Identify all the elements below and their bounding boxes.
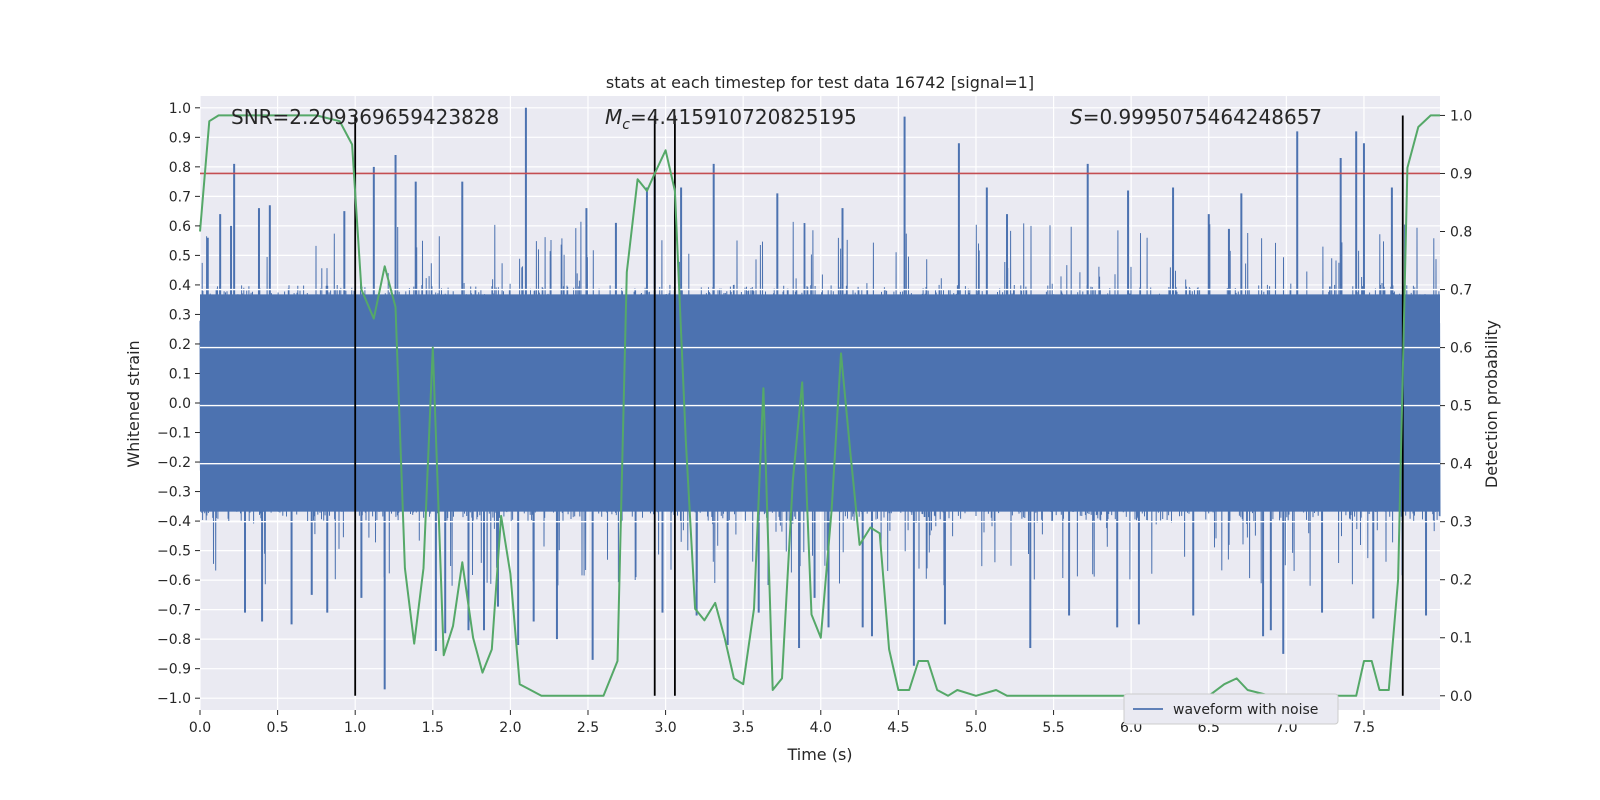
- x-tick-label: 2.0: [499, 720, 521, 736]
- y-tick-label: 0.2: [169, 337, 191, 353]
- x-axis-label: Time (s): [786, 745, 852, 764]
- y-tick-label: 0.8: [169, 160, 191, 176]
- y-tick-label: −0.8: [157, 632, 191, 648]
- y-tick-label: 0.1: [169, 366, 191, 382]
- y-tick-label: −1.0: [157, 691, 191, 707]
- y-axis-label: Whitened strain: [124, 340, 143, 467]
- y-tick-label: −0.1: [157, 426, 191, 442]
- x-tick-label: 0.0: [189, 720, 211, 736]
- y-tick-label: −0.9: [157, 662, 191, 678]
- probability-line: [199, 114, 1440, 697]
- y-tick-label: 0.9: [169, 130, 191, 146]
- y2-tick-label: 0.0: [1450, 689, 1472, 705]
- x-tick-label: 3.5: [732, 720, 754, 736]
- y-tick-label: 0.5: [169, 248, 191, 264]
- y-tick-label: −0.4: [157, 514, 191, 530]
- x-tick-label: 1.5: [422, 720, 444, 736]
- s-value: =0.9995075464248657: [1083, 105, 1322, 129]
- chirp-mass-symbol: M: [605, 105, 622, 129]
- waveform-band: [200, 294, 1440, 512]
- y2-tick-label: 0.5: [1450, 399, 1472, 415]
- y-tick-label: −0.5: [157, 544, 191, 560]
- y-tick-label: −0.6: [157, 573, 191, 589]
- y-tick-label: 0.3: [169, 307, 191, 323]
- chirp-mass-stat: Mc=4.415910720825195: [605, 105, 857, 133]
- y-tick-label: −0.7: [157, 603, 191, 619]
- y2-tick-label: 0.7: [1450, 283, 1472, 299]
- y2-tick-label: 0.6: [1450, 341, 1472, 357]
- s-symbol: S: [1070, 105, 1083, 129]
- s-stat: S=0.9995075464248657: [1070, 105, 1322, 129]
- legend-label: waveform with noise: [1173, 702, 1318, 718]
- x-tick-label: 1.0: [344, 720, 366, 736]
- y-tick-label: 0.6: [169, 219, 191, 235]
- y2-axis-ticks: 1.0 0.9 0.8 0.7 0.6 0.5 0.4 0.3 0.2 0.1 0.0: [1440, 108, 1472, 705]
- legend: waveform with noise: [1123, 693, 1339, 725]
- x-tick-label: 3.0: [654, 720, 676, 736]
- snr-stat: SNR=2.209369659423828: [231, 105, 499, 129]
- x-tick-label: 7.5: [1353, 720, 1375, 736]
- x-tick-label: 2.5: [577, 720, 599, 736]
- chirp-mass-subscript: c: [622, 117, 630, 133]
- y2-tick-label: 0.8: [1450, 225, 1472, 241]
- x-tick-label: 4.0: [810, 720, 832, 736]
- y-axis-ticks: 1.0 0.9 0.8 0.7 0.6 0.5 0.4 0.3 0.2 0.1 0.0 −0.1 −0.…: [157, 101, 200, 707]
- y-tick-label: 0.4: [169, 278, 191, 294]
- detection-probability-series: [199, 114, 1440, 697]
- waveform-series: [199, 107, 1441, 690]
- y2-tick-label: 0.4: [1450, 457, 1472, 473]
- y-tick-label: −0.2: [157, 455, 191, 471]
- y2-tick-label: 0.9: [1450, 166, 1472, 182]
- y-tick-label: −0.3: [157, 485, 191, 501]
- x-tick-label: 5.5: [1042, 720, 1064, 736]
- y2-tick-label: 0.3: [1450, 515, 1472, 531]
- chart-title: stats at each timestep for test data 167…: [606, 73, 1034, 92]
- y2-tick-label: 0.2: [1450, 573, 1472, 589]
- right-axis-gridlines: [200, 288, 1440, 523]
- x-tick-label: 0.5: [266, 720, 288, 736]
- y-tick-label: 1.0: [169, 101, 191, 117]
- y-tick-label: 0.0: [169, 396, 191, 412]
- x-tick-label: 4.5: [887, 720, 909, 736]
- x-tick-label: 5.0: [965, 720, 987, 736]
- legend-box: [1123, 693, 1339, 725]
- y-tick-label: 0.7: [169, 189, 191, 205]
- chirp-mass-value: =4.415910720825195: [630, 105, 857, 129]
- y2-axis-label: Detection probability: [1482, 320, 1501, 488]
- y2-tick-label: 0.1: [1450, 631, 1472, 647]
- y2-tick-label: 1.0: [1450, 108, 1472, 124]
